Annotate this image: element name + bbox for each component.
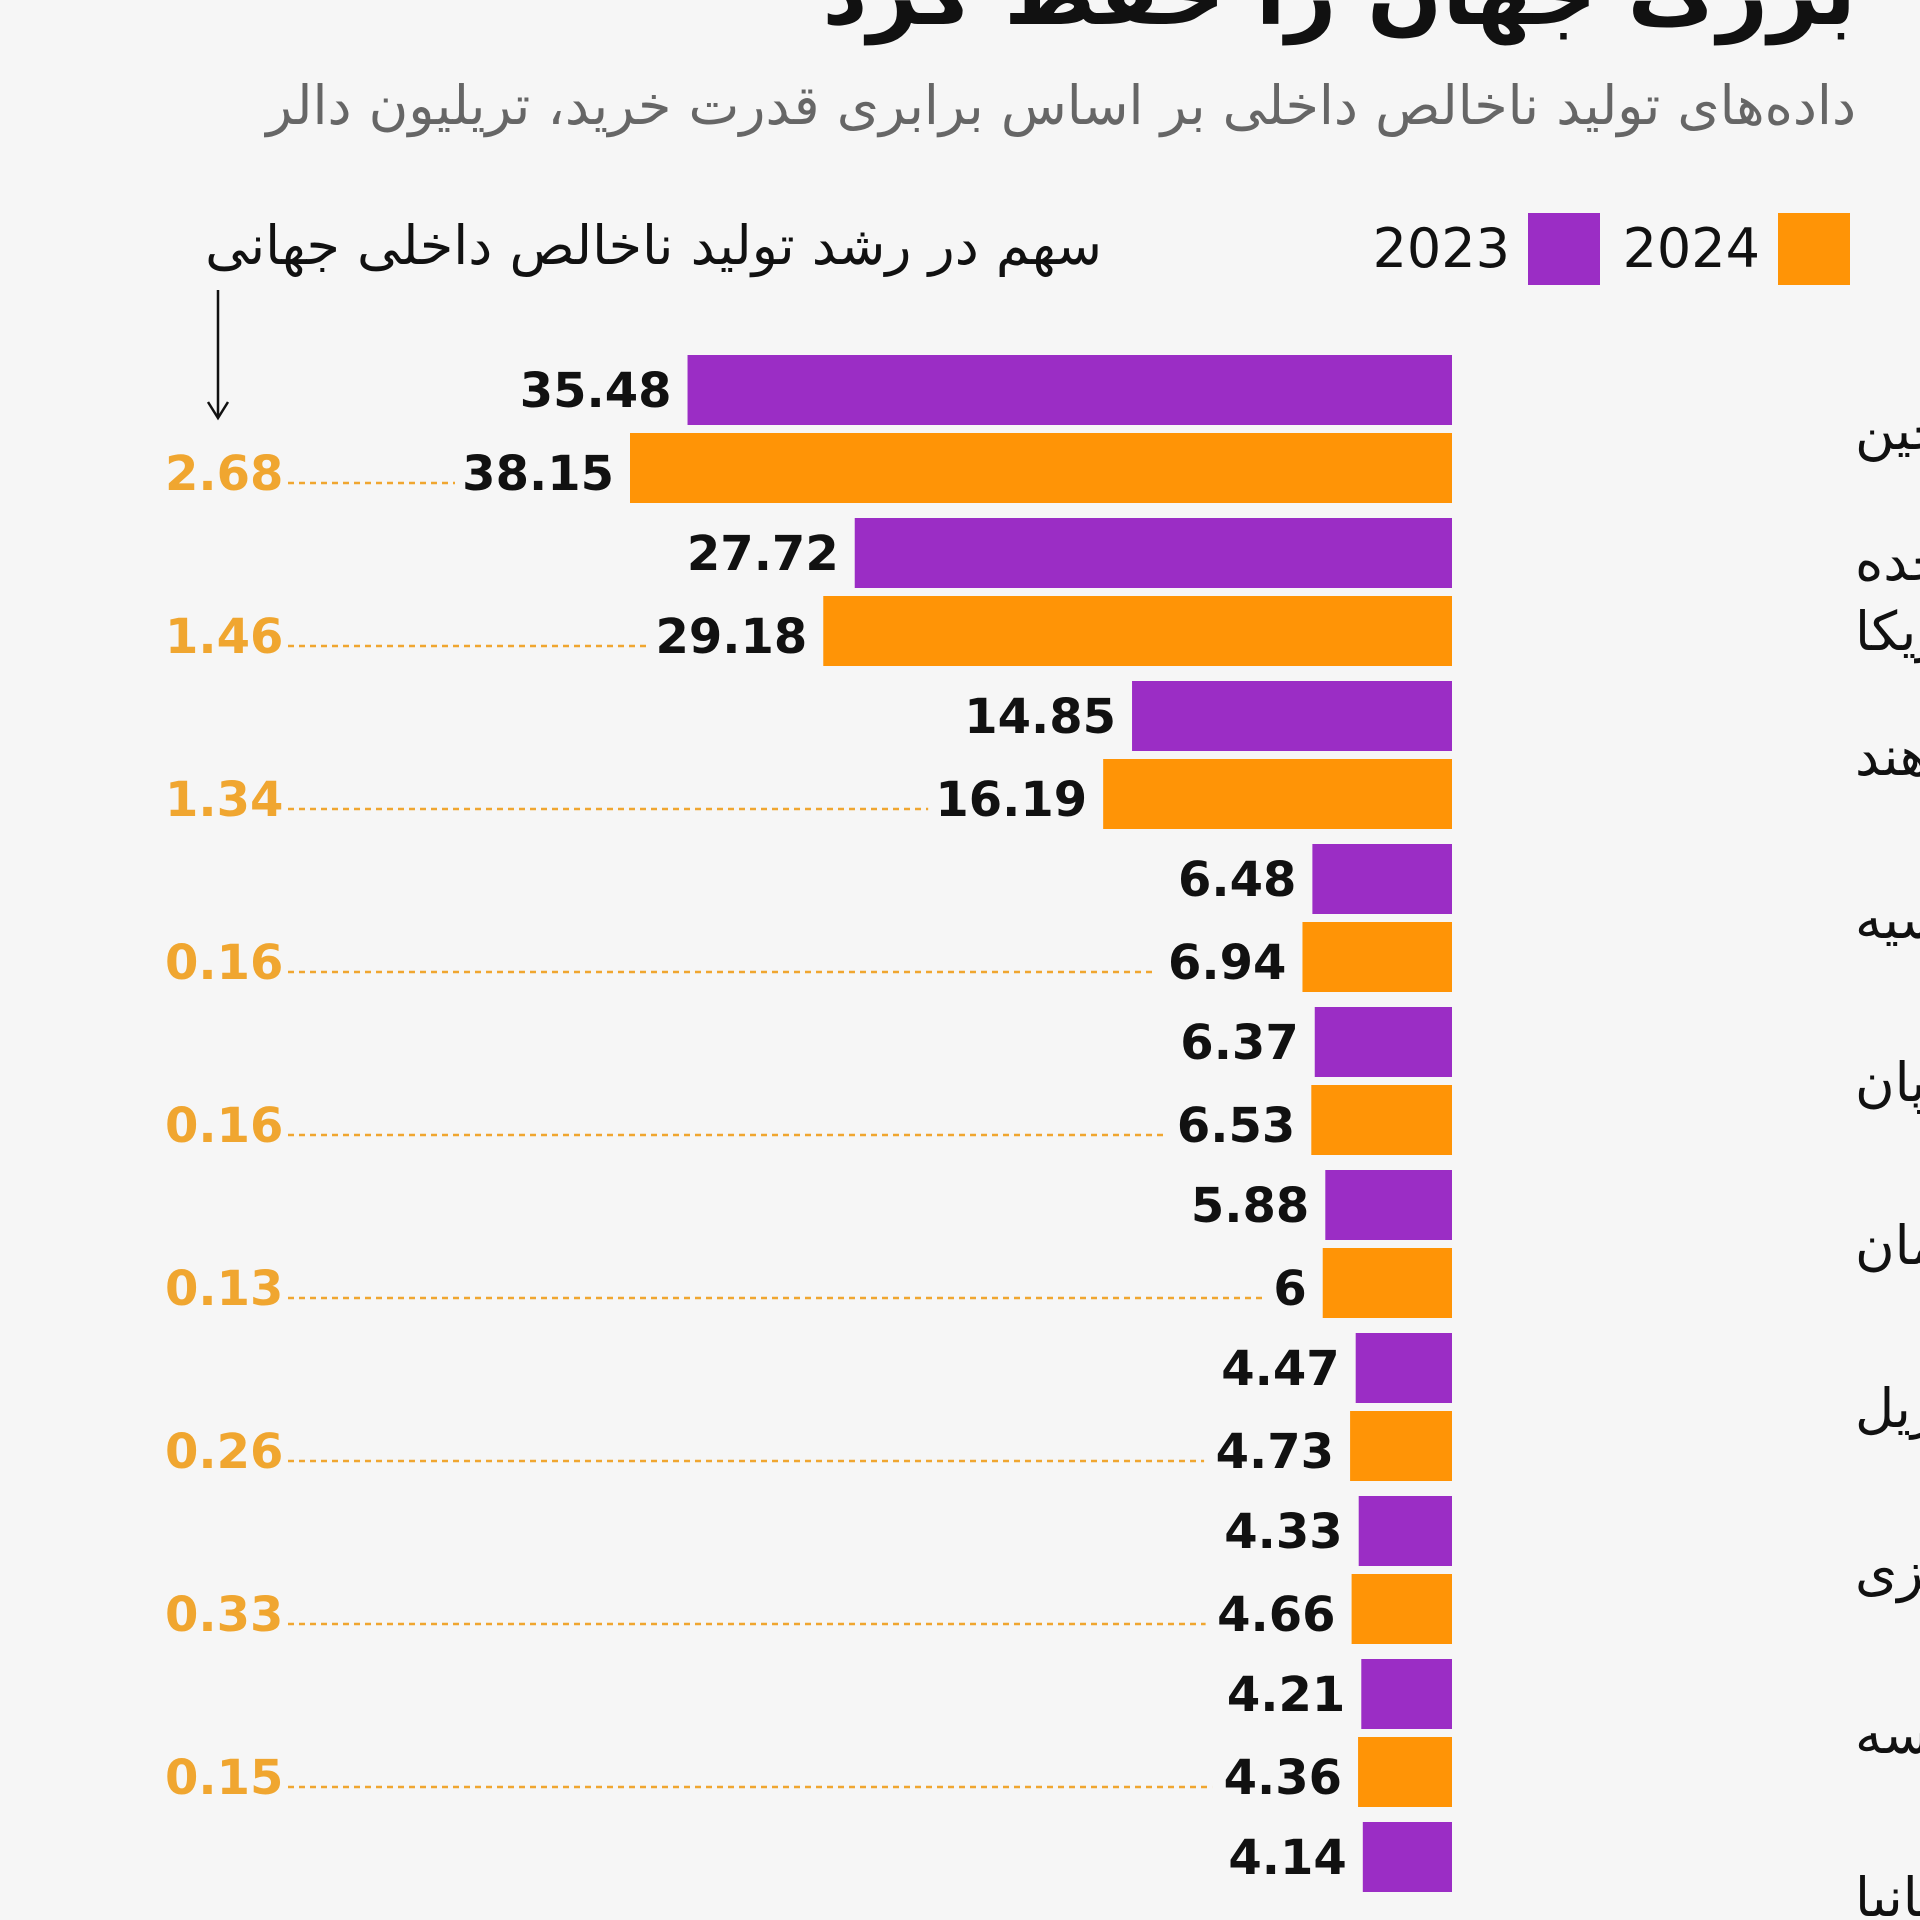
value-label-2023: 6.48 (1178, 852, 1296, 908)
country-label: اندونزی (1855, 1540, 1920, 1603)
country-label-line2: امریکا (1855, 600, 1920, 663)
bar-2024 (1322, 1248, 1452, 1318)
value-label-2024: 38.15 (462, 446, 614, 502)
bar-2024 (1302, 922, 1452, 992)
chart-title: بزرگ جهان را حفظ کرد (822, 0, 1856, 45)
bar-2023 (1355, 1333, 1452, 1403)
legend-swatch-2023 (1528, 213, 1600, 285)
bar-2023 (1314, 1007, 1452, 1077)
value-label-2023: 4.21 (1227, 1667, 1345, 1723)
country-label: جاپان (1855, 1051, 1920, 1114)
bar-2024 (1103, 759, 1452, 829)
share-value: 2.68 (165, 446, 283, 502)
legend-item-2023: 2023 (1340, 213, 1600, 285)
share-value: 0.15 (165, 1750, 283, 1806)
share-value: 1.34 (165, 772, 283, 828)
bar-2024 (823, 596, 1452, 666)
value-label-2024: 6.94 (1168, 935, 1286, 991)
legend-item-2024: 2024 (1590, 213, 1850, 285)
share-value: 1.46 (165, 609, 283, 665)
country-label: برازیل (1855, 1377, 1920, 1440)
share-value: 0.16 (165, 1098, 283, 1154)
value-label-2024: 4.36 (1224, 1750, 1342, 1806)
share-value: 0.33 (165, 1587, 283, 1643)
share-value: 0.13 (165, 1261, 283, 1317)
share-value: 0.16 (165, 935, 283, 991)
bar-2024 (1311, 1085, 1452, 1155)
value-label-2024: 16.19 (935, 772, 1087, 828)
bar-2023 (687, 355, 1452, 425)
bar-2023 (1361, 1659, 1452, 1729)
value-label-2023: 5.88 (1191, 1178, 1309, 1234)
country-label: فرانسه (1855, 1703, 1920, 1766)
value-label-2024: 4.66 (1217, 1587, 1335, 1643)
value-label-2023: 27.72 (687, 526, 839, 582)
value-label-2024: 6 (1273, 1261, 1306, 1317)
value-label-2024: 29.18 (655, 609, 807, 665)
legend-label-2023: 2023 (1372, 217, 1510, 280)
bar-2024 (630, 433, 1452, 503)
share-column-label: سهم در رشد تولید ناخالص داخلی جهانی (205, 214, 1102, 277)
value-label-2023: 6.37 (1180, 1015, 1298, 1071)
bar-2023 (1312, 844, 1452, 914)
value-label-2024: 4.73 (1216, 1424, 1334, 1480)
country-label: آلمان (1855, 1213, 1920, 1277)
bar-2024 (1351, 1574, 1452, 1644)
bar-2024 (1350, 1411, 1452, 1481)
country-label-line1: ایالات متحده (1855, 530, 1920, 593)
legend-swatch-2024 (1778, 213, 1850, 285)
value-label-2023: 4.14 (1228, 1830, 1346, 1886)
country-label: بریتانیا (1855, 1866, 1920, 1920)
bar-2024 (1358, 1737, 1452, 1807)
value-label-2023: 35.48 (520, 363, 672, 419)
value-label-2023: 4.33 (1224, 1504, 1342, 1560)
chart-subtitle: داده‌های تولید ناخالص داخلی بر اساس براب… (266, 74, 1856, 137)
bar-2023 (1325, 1170, 1452, 1240)
bar-2023 (1358, 1496, 1452, 1566)
value-label-2023: 14.85 (964, 689, 1116, 745)
country-label: هند (1855, 725, 1920, 788)
bar-2023 (1362, 1822, 1452, 1892)
value-label-2023: 4.47 (1221, 1341, 1339, 1397)
country-label: روسیه (1855, 888, 1920, 951)
value-label-2024: 6.53 (1177, 1098, 1295, 1154)
bar-2023 (854, 518, 1452, 588)
legend-label-2024: 2024 (1622, 217, 1760, 280)
share-value: 0.26 (165, 1424, 283, 1480)
country-label: چین (1855, 399, 1920, 462)
bar-2023 (1132, 681, 1452, 751)
